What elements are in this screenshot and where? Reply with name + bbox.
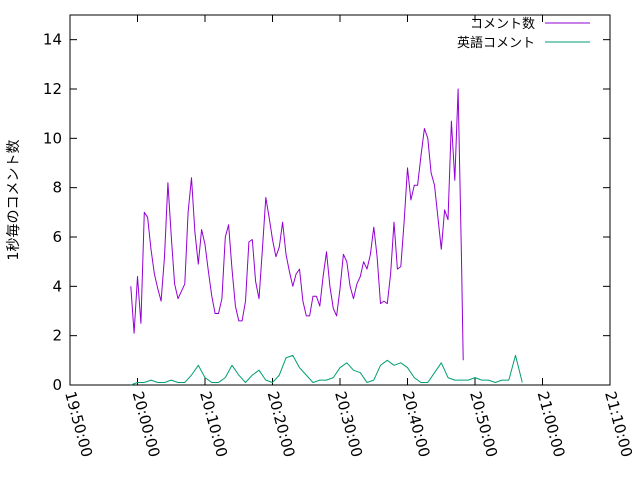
x-tick-label: 20:20:00: [264, 389, 299, 459]
x-tick-label: 20:10:00: [196, 389, 231, 459]
series-line-0: [130, 88, 464, 361]
y-axis-label: 1秒毎のコメント数: [6, 140, 22, 261]
series-lines: [130, 88, 523, 386]
y-tick-label: 14: [43, 31, 62, 49]
y-tick-label: 10: [43, 129, 62, 147]
x-tick-label: 20:40:00: [399, 389, 434, 459]
x-tick-label: 20:00:00: [129, 389, 164, 459]
x-tick-label: 21:10:00: [601, 389, 636, 459]
y-tick-label: 4: [52, 277, 62, 295]
legend-label: 英語コメント: [457, 35, 535, 51]
x-tick-label: 21:00:00: [534, 389, 569, 459]
series-line-1: [130, 354, 523, 386]
y-tick-label: 6: [52, 228, 62, 246]
x-axis: 19:50:00 20:00:00 20:10:00 20:20:00 20:30:00…: [61, 15, 636, 459]
x-tick-label: 19:50:00: [61, 389, 96, 459]
plot-border: [69, 14, 611, 386]
y-tick-label: 2: [52, 327, 62, 345]
x-tick-label: 20:50:00: [466, 389, 501, 459]
y-tick-label: 0: [52, 376, 62, 394]
x-tick-label: 20:30:00: [331, 389, 366, 459]
y-tick-label: 12: [43, 80, 62, 98]
y-axis: 0 2 4 6 8 10 12 14: [43, 31, 610, 394]
y-tick-label: 8: [52, 179, 62, 197]
plot-frame: [69, 14, 611, 386]
legend-label: コメント数: [470, 17, 535, 32]
